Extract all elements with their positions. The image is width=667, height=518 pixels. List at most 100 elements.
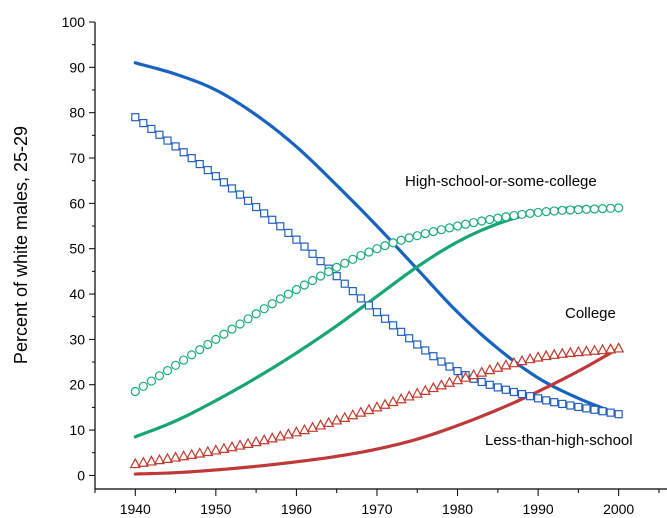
data-point: [203, 339, 213, 350]
data-point: [460, 219, 471, 229]
data-point: [268, 215, 277, 224]
y-tick-label: 100: [62, 14, 86, 30]
y-tick-label: 20: [69, 377, 85, 393]
data-point: [550, 398, 559, 407]
data-point: [597, 204, 608, 214]
data-point: [211, 172, 220, 181]
data-point: [380, 314, 390, 323]
annotation-high-school: High-school-or-some-college: [405, 173, 597, 190]
data-point: [428, 226, 438, 237]
data-point: [557, 205, 567, 216]
data-point: [210, 444, 222, 455]
data-point: [202, 445, 214, 457]
data-point: [194, 447, 206, 458]
data-point: [315, 271, 326, 281]
data-point: [187, 350, 197, 360]
y-tick-label: 40: [69, 286, 85, 302]
data-point: [332, 262, 342, 273]
data-point: [582, 404, 591, 413]
data-point: [580, 345, 593, 356]
data-point: [227, 324, 237, 334]
data-point: [267, 299, 277, 309]
data-point: [598, 407, 607, 416]
data-point: [227, 184, 237, 193]
series-markers-hs_data: [130, 203, 624, 397]
data-point: [179, 148, 188, 157]
data-point: [316, 257, 325, 266]
data-point: [404, 233, 414, 243]
x-tick-label: 1960: [281, 501, 312, 517]
data-point: [347, 408, 359, 420]
data-point: [533, 394, 543, 403]
data-point: [548, 348, 560, 359]
data-point: [445, 362, 454, 371]
data-point: [235, 190, 245, 199]
data-point: [566, 401, 575, 410]
series-markers-lths_data: [131, 113, 623, 419]
data-point: [525, 208, 535, 218]
series-markers: [129, 113, 625, 469]
data-point: [396, 235, 406, 245]
series-line-college_model: [133, 346, 621, 476]
x-tick-label: 1980: [442, 501, 473, 517]
x-tick-label: 1970: [361, 501, 392, 517]
data-point: [155, 130, 164, 139]
data-point: [355, 406, 367, 417]
data-point: [533, 207, 543, 218]
data-point: [258, 434, 270, 445]
data-point: [331, 414, 343, 425]
data-point: [251, 309, 261, 319]
data-point: [324, 267, 334, 277]
data-point: [437, 357, 446, 366]
data-point: [260, 209, 269, 218]
data-point: [235, 319, 245, 329]
data-point: [364, 301, 374, 310]
data-point: [314, 419, 327, 430]
data-point: [606, 408, 615, 417]
data-point: [154, 371, 165, 381]
annotation-college: College: [565, 305, 616, 322]
data-point: [306, 421, 319, 432]
data-point: [388, 238, 398, 248]
data-point: [606, 203, 616, 213]
data-point: [275, 294, 285, 304]
data-point: [493, 213, 503, 223]
data-point: [162, 365, 173, 376]
y-tick-label: 10: [69, 422, 85, 438]
data-point: [421, 346, 430, 355]
data-point: [564, 346, 576, 358]
data-point: [307, 275, 318, 286]
data-point: [291, 284, 302, 295]
data-point: [340, 279, 349, 288]
data-point: [380, 241, 390, 251]
y-tick-label: 30: [69, 331, 85, 347]
data-point: [356, 250, 366, 261]
data-point: [226, 440, 238, 452]
series-markers-college_data: [129, 342, 625, 469]
data-point: [558, 399, 567, 409]
data-point: [139, 118, 148, 128]
data-point: [283, 289, 293, 299]
data-point: [500, 359, 512, 370]
data-point: [443, 376, 456, 387]
data-point: [501, 385, 510, 394]
data-point: [243, 196, 253, 205]
x-tick-label: 2000: [603, 501, 634, 517]
data-point: [532, 351, 544, 362]
data-point: [573, 204, 583, 215]
data-point: [614, 410, 623, 419]
data-point: [444, 223, 455, 233]
data-point: [581, 204, 592, 214]
data-point: [614, 203, 624, 213]
data-point: [218, 442, 230, 453]
data-point: [161, 452, 174, 463]
data-point: [476, 366, 488, 377]
data-point: [436, 225, 447, 235]
data-point: [292, 235, 301, 244]
data-point: [509, 210, 519, 221]
data-point: [541, 207, 551, 217]
data-point: [565, 205, 575, 215]
data-point: [379, 398, 391, 409]
data-point: [419, 384, 431, 395]
